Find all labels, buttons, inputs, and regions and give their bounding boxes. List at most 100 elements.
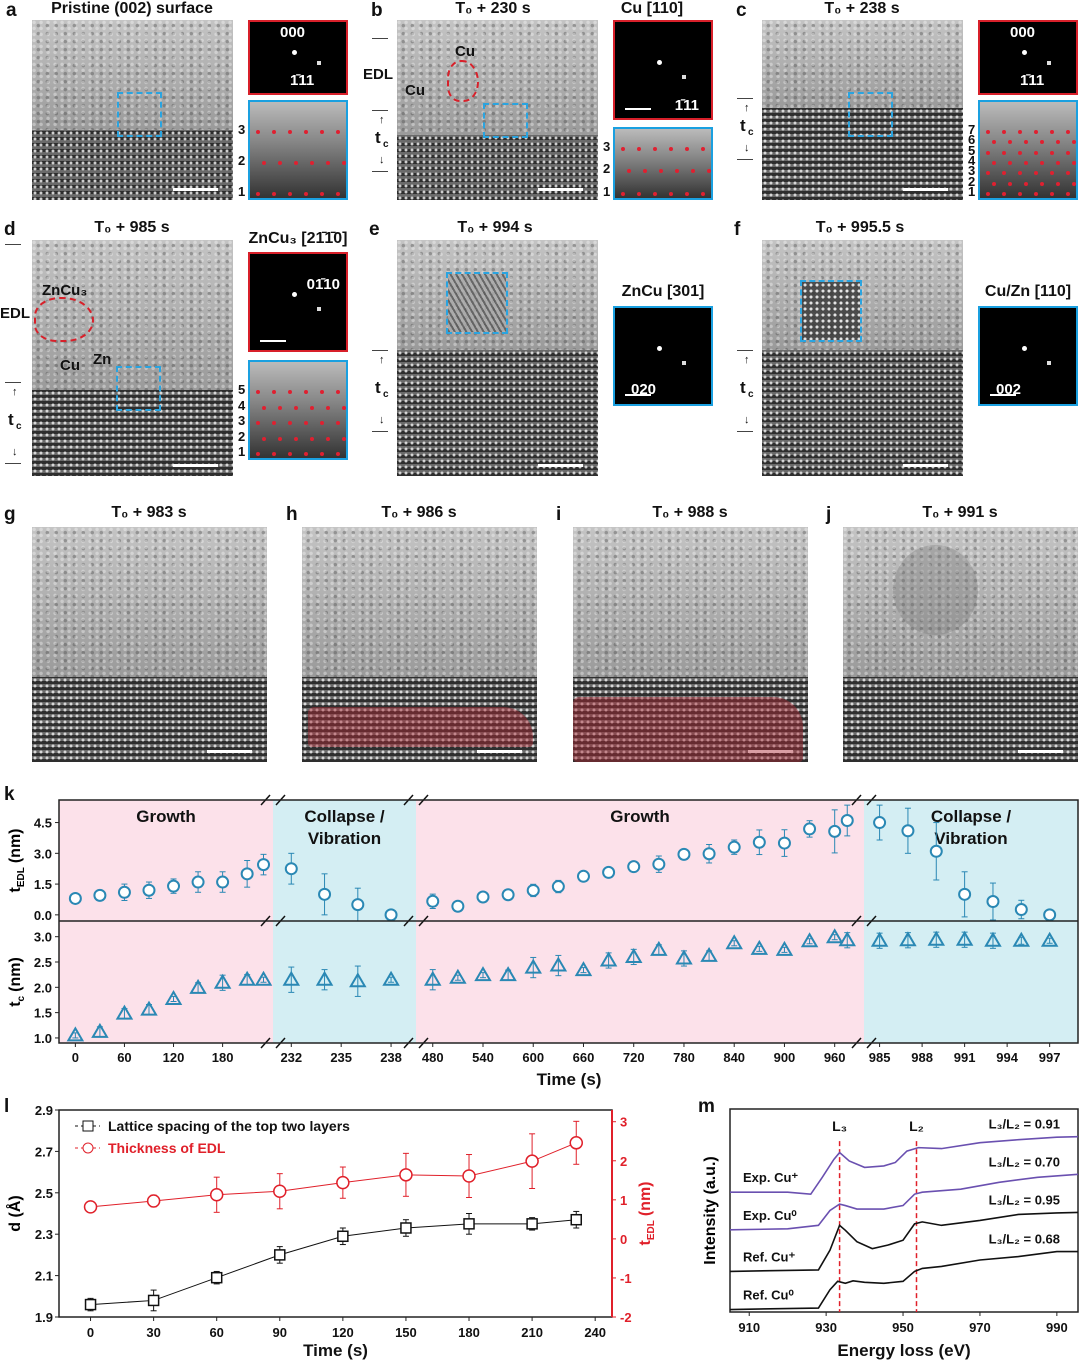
- atom-marker: [256, 130, 260, 134]
- atom-marker: [342, 161, 346, 165]
- data-point-tc: [91, 1022, 109, 1038]
- atomic-layer-number: 2: [238, 153, 246, 168]
- arrow-down-icon: ↓: [744, 142, 750, 154]
- intensity-ratio-label: L₃/L₂ = 0.68: [989, 1232, 1060, 1247]
- nanoparticle: [893, 545, 978, 635]
- atom-marker: [320, 452, 324, 456]
- crystalline-lattice-region: [843, 677, 1078, 762]
- atom-marker: [1034, 150, 1038, 155]
- scale-bar: [903, 188, 948, 191]
- data-point-edl: [167, 879, 181, 893]
- scale-bar: [538, 188, 583, 191]
- fft-inset-a: 000 1̄11: [248, 20, 348, 95]
- data-point-square: [570, 1213, 583, 1226]
- inset-title-f: Cu/Zn [110]: [984, 283, 1072, 300]
- diffraction-spot: [317, 61, 322, 66]
- atom-marker: [342, 436, 346, 441]
- scale-bar: [625, 394, 651, 396]
- tc-label-subscript: c: [16, 421, 22, 432]
- atom-marker: [336, 390, 340, 394]
- data-point-tc: [870, 931, 889, 947]
- x-tick-label: 960: [824, 1050, 846, 1065]
- atom-marker: [1002, 171, 1006, 176]
- panel-title-h: T₀ + 986 s: [381, 504, 457, 521]
- crystalline-lattice-region: [573, 677, 808, 762]
- data-point-tc: [424, 970, 442, 986]
- data-point-tc: [1040, 931, 1059, 947]
- data-point-edl: [191, 875, 205, 889]
- atom-marker: [1040, 161, 1044, 165]
- atom-marker: [1008, 140, 1012, 145]
- x-tick-label: 910: [738, 1320, 760, 1335]
- panel-title-g: T₀ + 983 s: [111, 504, 187, 521]
- y-axis-label-top: tEDL (nm): [7, 829, 27, 893]
- diffraction-spot: [1022, 50, 1028, 56]
- panel-letter-c: c: [736, 0, 747, 21]
- scale-bar: [903, 464, 948, 467]
- atom-marker: [288, 130, 292, 134]
- y2-tick-label: 1: [620, 1193, 627, 1208]
- crystalline-lattice-region: [397, 350, 598, 476]
- atom-marker: [288, 452, 292, 456]
- fft-index-label: 000: [1010, 24, 1036, 41]
- micrograph-c: [762, 20, 963, 200]
- data-point-circle: [146, 1194, 161, 1208]
- atom-marker: [320, 130, 324, 134]
- inset-title-b: Cu [110]: [620, 0, 684, 17]
- x-tick-label: 180: [212, 1050, 234, 1065]
- fft-index-label: 1̄11: [290, 72, 315, 89]
- atom-marker: [294, 161, 298, 165]
- diffraction-spot: [292, 292, 298, 298]
- atomic-layer-number: 3: [238, 122, 246, 137]
- atom-marker: [621, 146, 625, 151]
- atom-marker: [1008, 161, 1012, 165]
- atom-marker: [653, 146, 657, 151]
- data-point-tc: [140, 1000, 158, 1016]
- legend-label: Lattice spacing of the top two layers: [108, 1118, 350, 1134]
- data-point-edl: [216, 875, 230, 889]
- amorphous-edl-region: [843, 527, 1078, 677]
- data-point-circle: [399, 1168, 413, 1182]
- y-tick-label: 2.0: [34, 980, 52, 995]
- axis-label-unit: (nm): [637, 1182, 654, 1217]
- axis-label-subscript: c: [16, 995, 27, 1001]
- x-axis-label: Energy loss (eV): [837, 1341, 970, 1360]
- data-point-tc: [1012, 931, 1031, 947]
- x-tick-label: 540: [472, 1050, 494, 1065]
- data-point-edl: [384, 908, 398, 922]
- data-point-tc: [315, 970, 334, 986]
- crystalline-lattice-region: [762, 108, 963, 200]
- tc-label-subscript: c: [748, 127, 754, 138]
- x-tick-label: 60: [117, 1050, 131, 1065]
- diffraction-spot: [657, 60, 663, 66]
- amorphous-edl-region: [302, 527, 537, 677]
- panel-title-a: Pristine (002) surface: [51, 0, 213, 17]
- data-point-edl: [451, 899, 465, 913]
- panel-title-c: T₀ + 238 s: [824, 0, 900, 17]
- scale-bar: [538, 464, 583, 467]
- tc-span-marker: [372, 110, 388, 172]
- atom-marker: [304, 130, 308, 134]
- y-tick-label: 1.9: [35, 1310, 53, 1325]
- data-point-tc: [349, 972, 367, 988]
- x-tick-label: 90: [273, 1325, 287, 1340]
- data-point-edl: [677, 847, 691, 861]
- panel-letter-m: m: [698, 1096, 715, 1117]
- diffraction-spot: [657, 346, 663, 352]
- edge-label: L₃: [832, 1118, 847, 1134]
- data-point-circle: [462, 1169, 476, 1183]
- atomic-layer-number: 3: [603, 138, 611, 154]
- data-point-tc: [238, 970, 256, 986]
- atom-marker: [1018, 171, 1022, 176]
- zoomed-inset-c: [978, 100, 1078, 200]
- atom-marker: [685, 192, 689, 196]
- x-tick-label: 900: [774, 1050, 796, 1065]
- y2-tick-label: -1: [620, 1271, 632, 1286]
- atom-marker: [288, 390, 292, 394]
- atom-marker: [1056, 140, 1060, 145]
- data-point-edl: [576, 869, 590, 883]
- zoomed-inset-d: [248, 360, 348, 460]
- atomic-layer-number: 4: [238, 397, 246, 413]
- atom-marker: [278, 405, 282, 410]
- atom-marker: [326, 161, 330, 165]
